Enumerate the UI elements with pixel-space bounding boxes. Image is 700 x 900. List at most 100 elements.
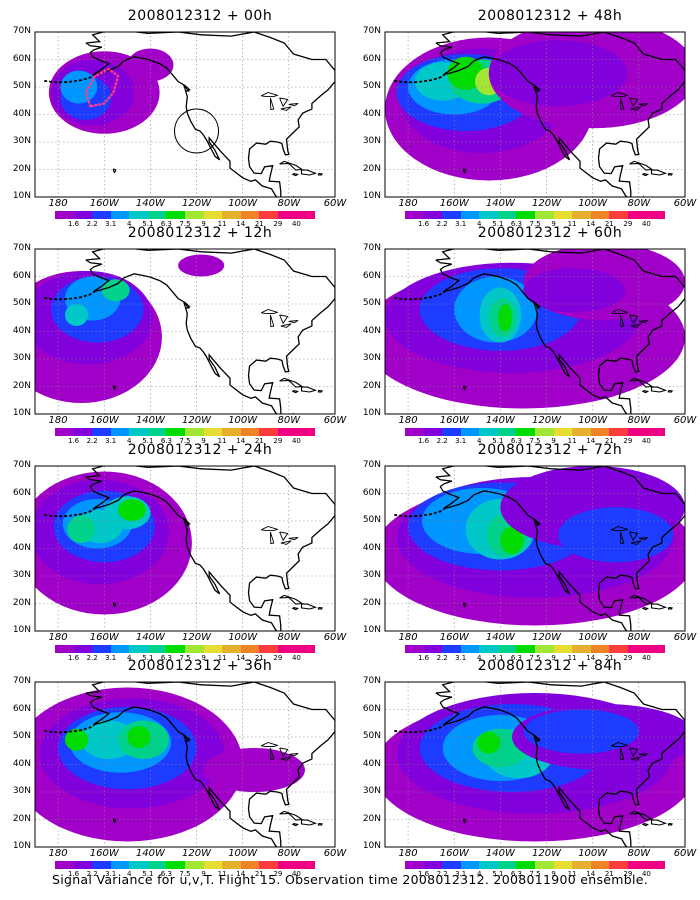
colorbar-label: 29 [623,654,633,662]
variance-contour [67,515,95,543]
longitude-label: 120W [532,632,562,643]
colorbar-label: 11 [217,220,227,228]
colorbar-swatch [92,645,111,653]
colorbar-label: 29 [623,870,633,878]
panel-title: 2008012312 + 36h [127,658,273,674]
longitude-label: 80W [277,198,301,209]
latitude-label: 70N [362,243,381,253]
colorbar-swatch [73,861,93,869]
colorbar-swatch [259,211,278,219]
variance-map [384,681,686,848]
longitude-label: 100W [228,848,258,859]
colorbar [405,645,666,653]
latitude-label: 10N [12,408,31,418]
colorbar-label: 9 [201,437,206,445]
colorbar-label: 29 [623,220,633,228]
colorbar [55,211,316,219]
coastline [435,682,685,847]
forecast-panel: 2008012312 + 48h 70N 60N 50N 40N 30N 20N 10N 180… [363,8,700,233]
latitude-label: 50N [362,81,381,91]
longitude-label: 140W [135,848,165,859]
colorbar-label: 2.2 [436,654,448,662]
colorbar-label: 5.1 [492,437,504,445]
longitude-label: 140W [485,632,515,643]
colorbar-swatch [296,861,316,869]
latitude-label: 50N [12,298,31,308]
colorbar [55,428,316,436]
colorbar-swatch [590,211,610,219]
variance-map [34,681,336,848]
colorbar-swatch [572,861,591,869]
variance-map [34,248,336,415]
colorbar [55,645,316,653]
colorbar-label: 5.1 [142,870,154,878]
colorbar-swatch [296,211,316,219]
longitude-label: 160W [89,198,119,209]
longitude-label: 160W [439,632,469,643]
colorbar-swatch [460,428,480,436]
colorbar-swatch [73,645,93,653]
colorbar-swatch [55,428,74,436]
colorbar-label: 29 [273,654,283,662]
colorbar-swatch [92,428,111,436]
latitude-label: 30N [362,786,381,796]
colorbar-swatch [442,861,461,869]
colorbar-swatch [73,428,93,436]
latitude-label: 20N [362,380,381,391]
longitude-label: 160W [89,415,119,426]
colorbar-label: 6.3 [510,870,522,878]
longitude-label: 160W [439,198,469,209]
colorbar-label: 11 [217,437,227,445]
variance-contour [65,728,89,751]
colorbar-swatch [646,428,666,436]
variance-contour [60,70,98,104]
colorbar-label: 9 [551,654,556,662]
colorbar-label: 29 [273,870,283,878]
coastline [85,249,335,414]
colorbar-swatch [296,645,316,653]
latitude-label: 70N [362,460,381,470]
colorbar-label: 7.5 [179,870,191,878]
variance-contour [477,731,501,754]
longitude-label: 80W [627,198,651,209]
colorbar-label: 21 [604,870,614,878]
longitude-label: 160W [439,848,469,859]
colorbar-label: 6.3 [160,437,172,445]
colorbar-swatch [147,861,167,869]
colorbar-swatch [497,861,517,869]
colorbar-label: 1.6 [417,437,430,445]
colorbar-label: 7.5 [179,654,191,662]
colorbar-label: 11 [217,870,227,878]
colorbar-label: 21 [604,437,614,445]
latitude-label: 60N [12,487,31,498]
colorbar-swatch [460,645,480,653]
latitude-label: 20N [12,813,31,824]
colorbar-label: 9 [201,870,206,878]
coastline [85,682,335,847]
coastline [85,32,335,197]
colorbar-swatch [110,645,130,653]
colorbar-label: 40 [641,437,651,445]
colorbar-label: 40 [291,870,301,878]
longitude-label: 60W [323,198,347,209]
panel-title: 2008012312 + 84h [477,658,623,674]
panel-title: 2008012312 + 72h [477,442,623,458]
colorbar-swatch [535,211,554,219]
colorbar-swatch [92,211,111,219]
colorbar-label: 5.1 [142,654,154,662]
colorbar-swatch [590,428,610,436]
colorbar-swatch [222,645,241,653]
variance-map [34,31,336,198]
colorbar-swatch [516,861,536,869]
latitude-label: 30N [12,786,31,796]
colorbar-swatch [203,645,223,653]
colorbar-label: 3.1 [105,220,117,228]
latitude-label: 20N [12,163,31,174]
colorbar-label: 7.5 [179,437,191,445]
colorbar-label: 3.1 [455,220,467,228]
colorbar-swatch [222,428,241,436]
colorbar-label: 14 [236,654,246,662]
colorbar-label: 29 [623,437,633,445]
longitude-label: 60W [323,415,347,426]
latitude-label: 70N [362,26,381,36]
